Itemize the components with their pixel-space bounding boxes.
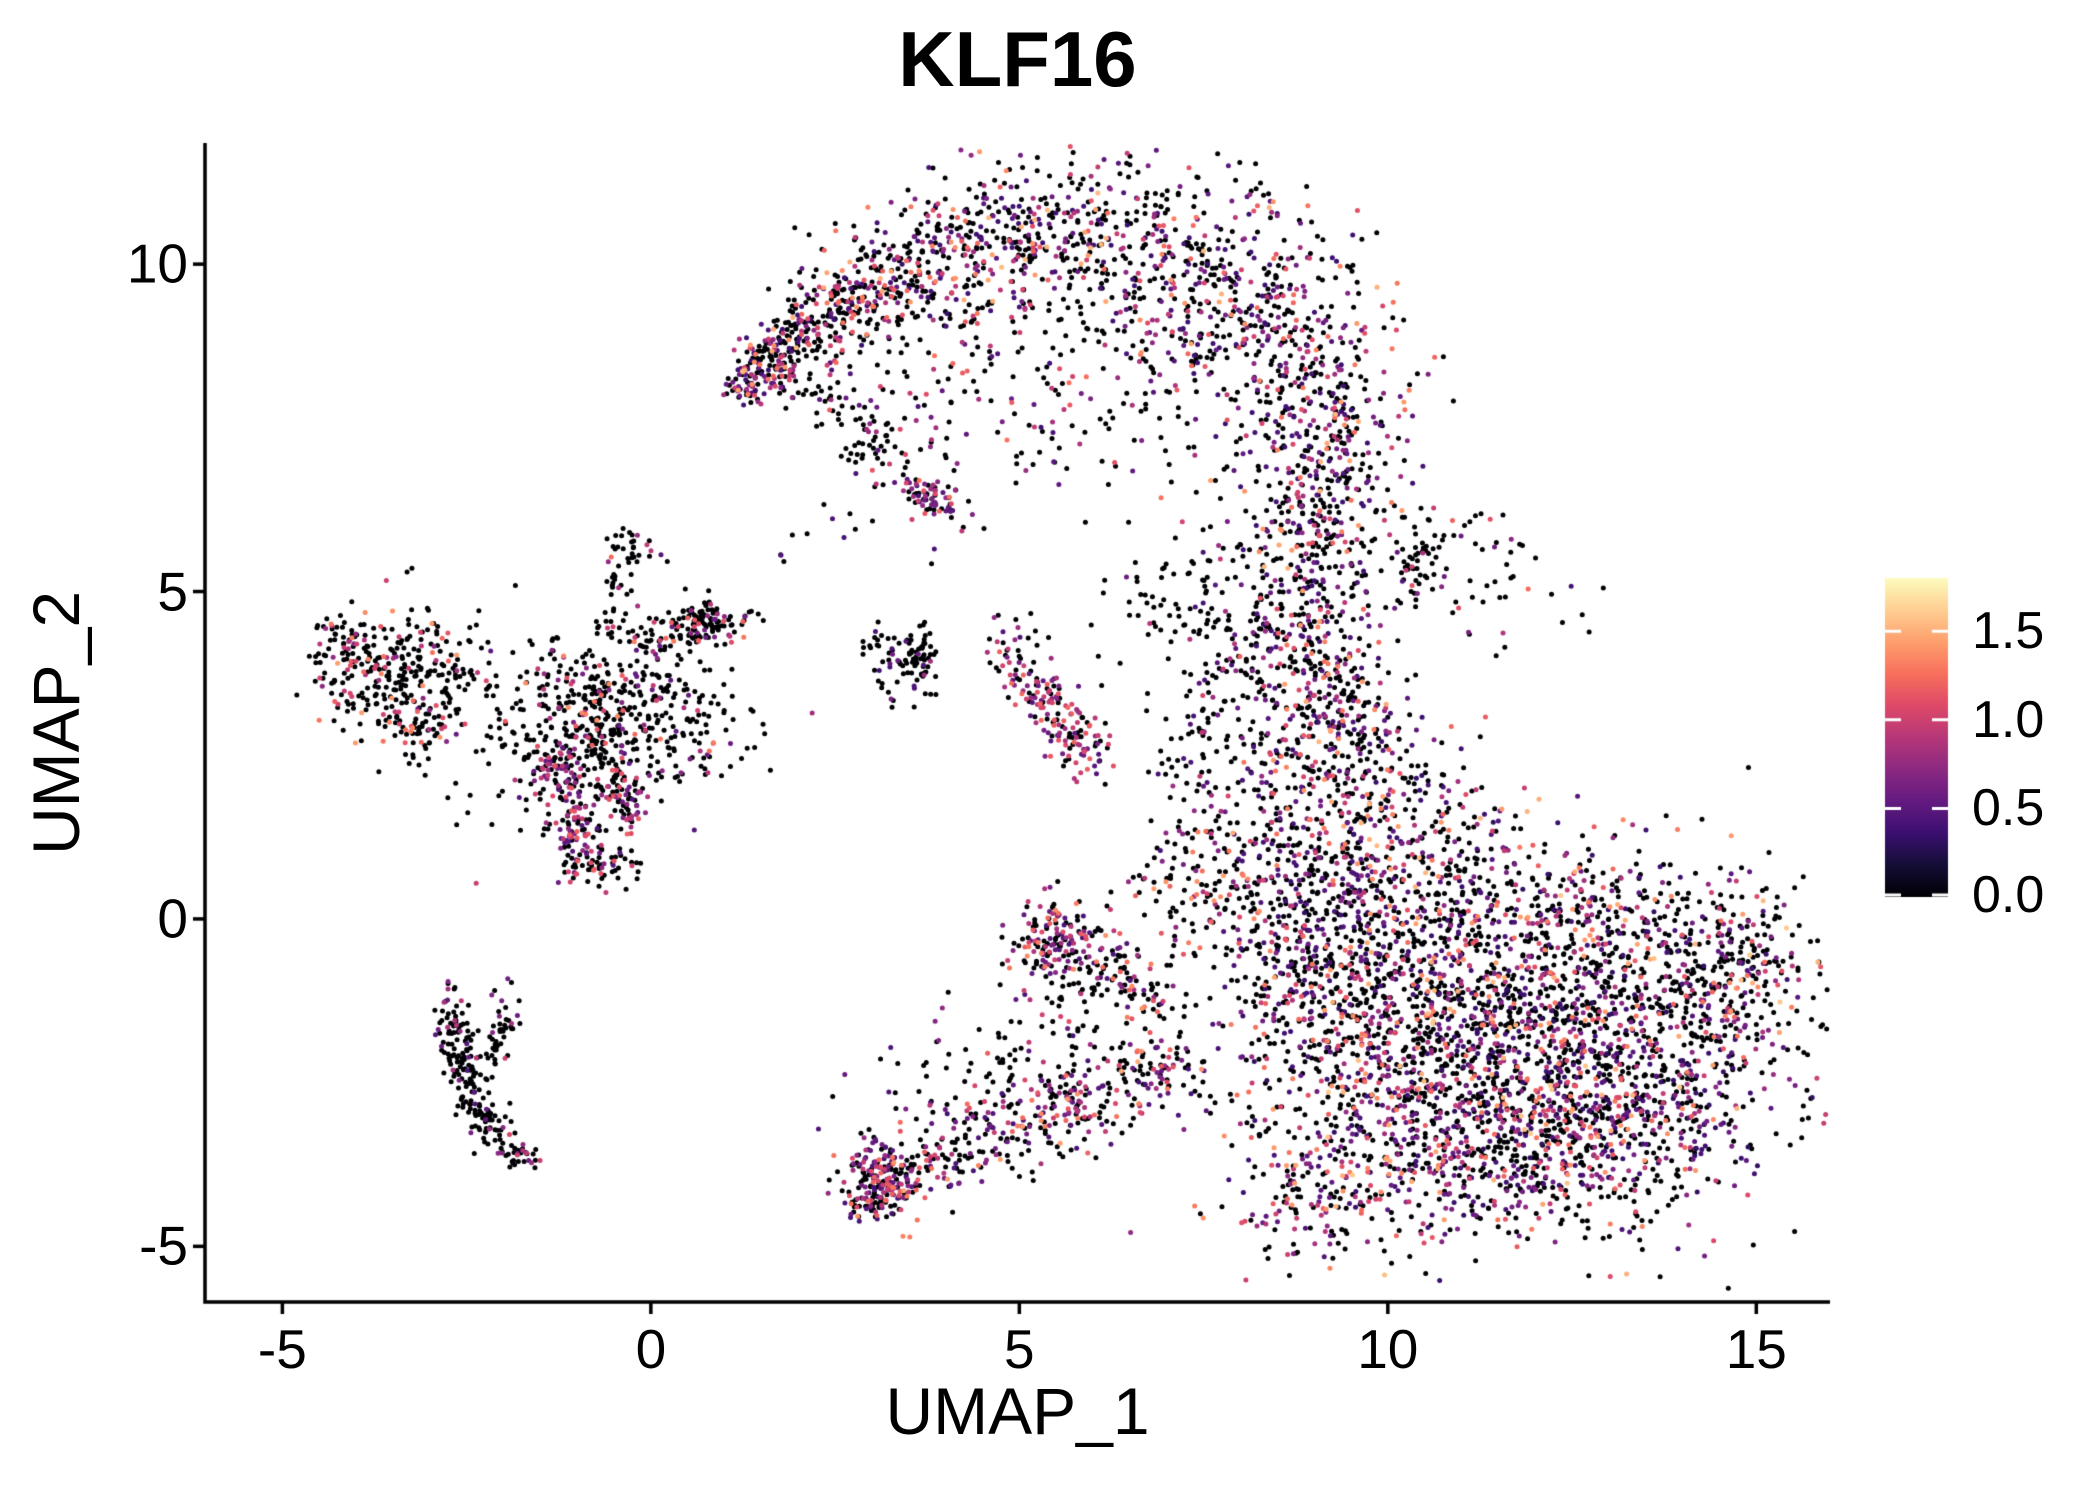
x-tick-label: 15 (1725, 1318, 1787, 1380)
y-tick-label: 10 (126, 232, 188, 295)
x-tick-label: 0 (635, 1318, 667, 1380)
legend-tick-label: 1.5 (1972, 602, 2045, 661)
plot-title: KLF16 (898, 15, 1137, 103)
y-tick-label: 0 (157, 887, 188, 950)
y-axis-label: UMAP_2 (19, 590, 94, 855)
y-axis-label-wrap: UMAP_2 (0, 143, 112, 1302)
legend-tick-label: 0.5 (1972, 779, 2045, 838)
y-tick-label: -5 (139, 1214, 188, 1277)
y-tick-label: 5 (157, 560, 188, 623)
x-tick-label: 10 (1357, 1318, 1419, 1380)
x-tick-label: 5 (1004, 1318, 1035, 1380)
x-tick-label: -5 (257, 1318, 307, 1380)
legend-tick-label: 1.0 (1972, 690, 2045, 749)
legend-tick-label: 0.0 (1972, 866, 2045, 924)
x-axis-label: UMAP_1 (885, 1374, 1150, 1448)
